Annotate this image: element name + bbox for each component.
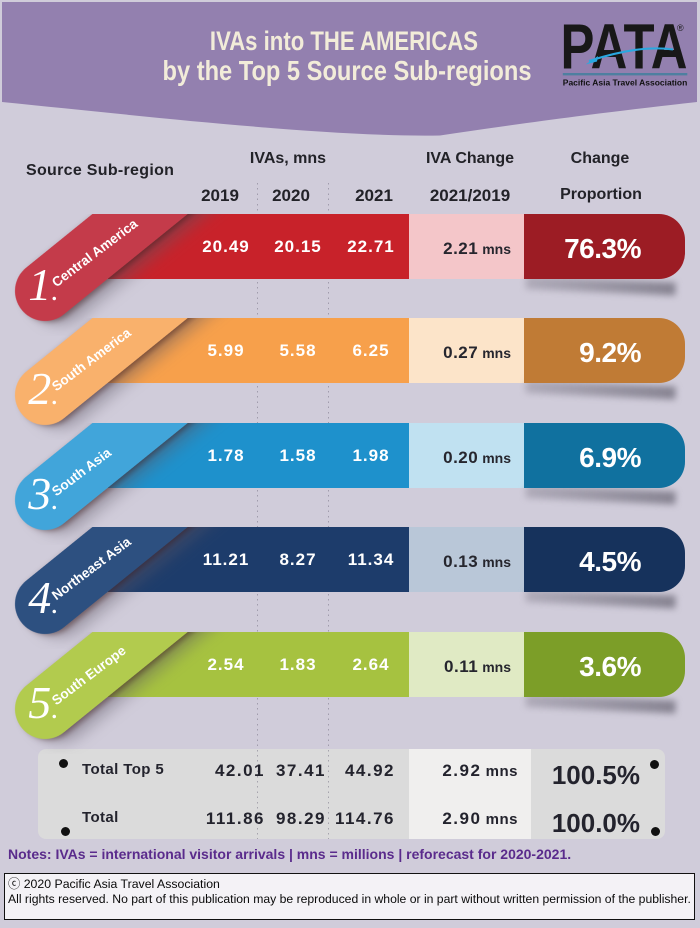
svg-text:PATA: PATA: [561, 11, 688, 83]
svg-text:®: ®: [677, 23, 684, 33]
svg-text:Pacific Asia Travel Associatio: Pacific Asia Travel Association: [563, 78, 688, 88]
